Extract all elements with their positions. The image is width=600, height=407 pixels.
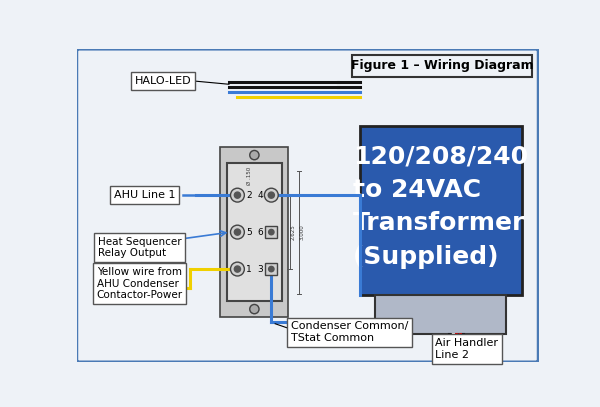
Text: Heat Sequencer
Relay Output: Heat Sequencer Relay Output (98, 237, 181, 258)
Bar (360, 126, 521, 295)
Circle shape (268, 192, 274, 198)
Bar (227, 163, 282, 302)
Text: 1: 1 (246, 265, 251, 274)
Circle shape (235, 192, 241, 198)
Circle shape (230, 262, 244, 276)
Text: Ø .150: Ø .150 (247, 166, 252, 185)
Bar (220, 147, 288, 317)
Text: Yellow wire from
AHU Condenser
Contactor-Power: Yellow wire from AHU Condenser Contactor… (97, 267, 183, 300)
Bar (265, 263, 277, 275)
Text: 2: 2 (246, 190, 251, 200)
Text: HALO-LED: HALO-LED (134, 76, 191, 86)
FancyBboxPatch shape (77, 49, 539, 362)
Text: 4: 4 (257, 190, 263, 200)
Circle shape (235, 266, 241, 272)
Bar (265, 226, 277, 238)
Text: 3.000: 3.000 (299, 224, 305, 240)
Text: 6: 6 (257, 228, 263, 236)
Circle shape (230, 188, 244, 202)
Text: 3: 3 (257, 265, 263, 274)
Bar (352, 55, 532, 77)
Text: Figure 1 – Wiring Diagram: Figure 1 – Wiring Diagram (351, 59, 533, 72)
Circle shape (265, 188, 278, 202)
Circle shape (230, 225, 244, 239)
Circle shape (269, 230, 274, 235)
Circle shape (235, 229, 241, 235)
Text: Air Handler
Line 2: Air Handler Line 2 (436, 338, 499, 360)
Text: 120/208/240
to 24VAC
Transformer
(Supplied): 120/208/240 to 24VAC Transformer (Suppli… (353, 144, 528, 269)
Circle shape (250, 304, 259, 314)
Text: AHU Line 1: AHU Line 1 (113, 190, 175, 200)
Bar (375, 295, 506, 334)
Text: 2.625: 2.625 (290, 224, 295, 240)
Text: Condenser Common/
TStat Common: Condenser Common/ TStat Common (291, 322, 409, 343)
Circle shape (269, 266, 274, 272)
Circle shape (250, 151, 259, 160)
Text: 5: 5 (246, 228, 251, 236)
